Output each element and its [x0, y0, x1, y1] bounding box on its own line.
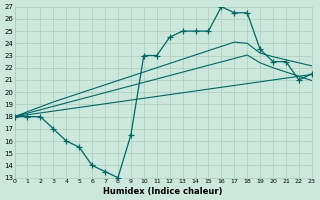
- X-axis label: Humidex (Indice chaleur): Humidex (Indice chaleur): [103, 187, 223, 196]
